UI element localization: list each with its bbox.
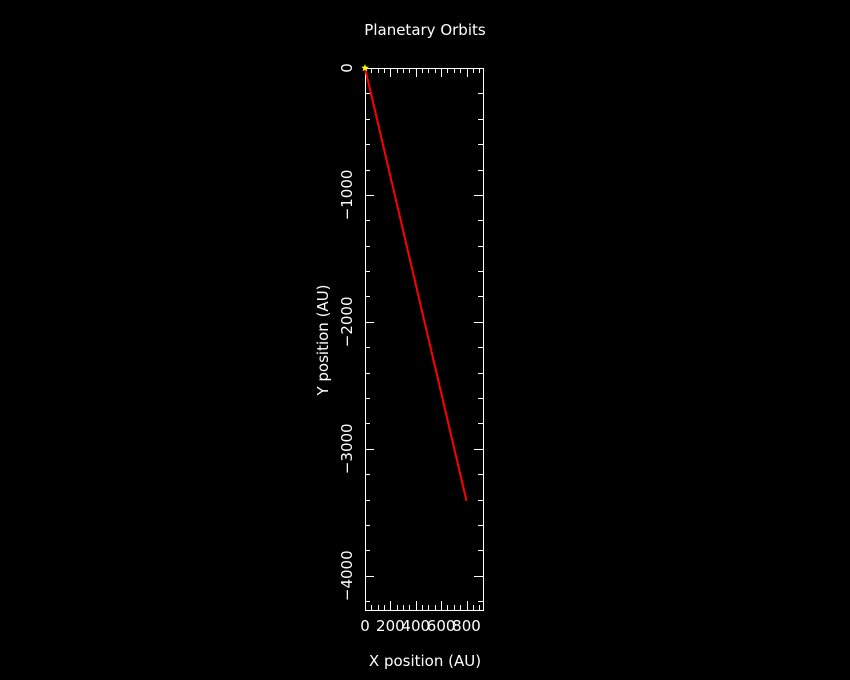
x-axis-label: X position (AU) [369, 652, 481, 670]
x-tick-label: 0 [360, 617, 370, 635]
x-tick-label: 600 [427, 617, 456, 635]
series-layer [361, 64, 468, 502]
y-tick-label: 0 [338, 63, 356, 73]
x-tick-label: 800 [452, 617, 481, 635]
x-tick-label: 400 [401, 617, 430, 635]
y-axis-label: Y position (AU) [314, 284, 332, 396]
x-tick-label: 200 [376, 617, 405, 635]
y-tick-label: −4000 [338, 550, 356, 601]
star-marker [361, 64, 369, 72]
y-axis-ticks: 0 −1000 −2000 −3000 −4000 [338, 63, 483, 602]
y-tick-label: −1000 [338, 170, 356, 221]
chart-title: Planetary Orbits [364, 21, 486, 39]
orbit-line [364, 67, 468, 502]
plot-frame [365, 68, 484, 611]
y-tick-label: −2000 [338, 296, 356, 347]
y-tick-label: −3000 [338, 423, 356, 474]
